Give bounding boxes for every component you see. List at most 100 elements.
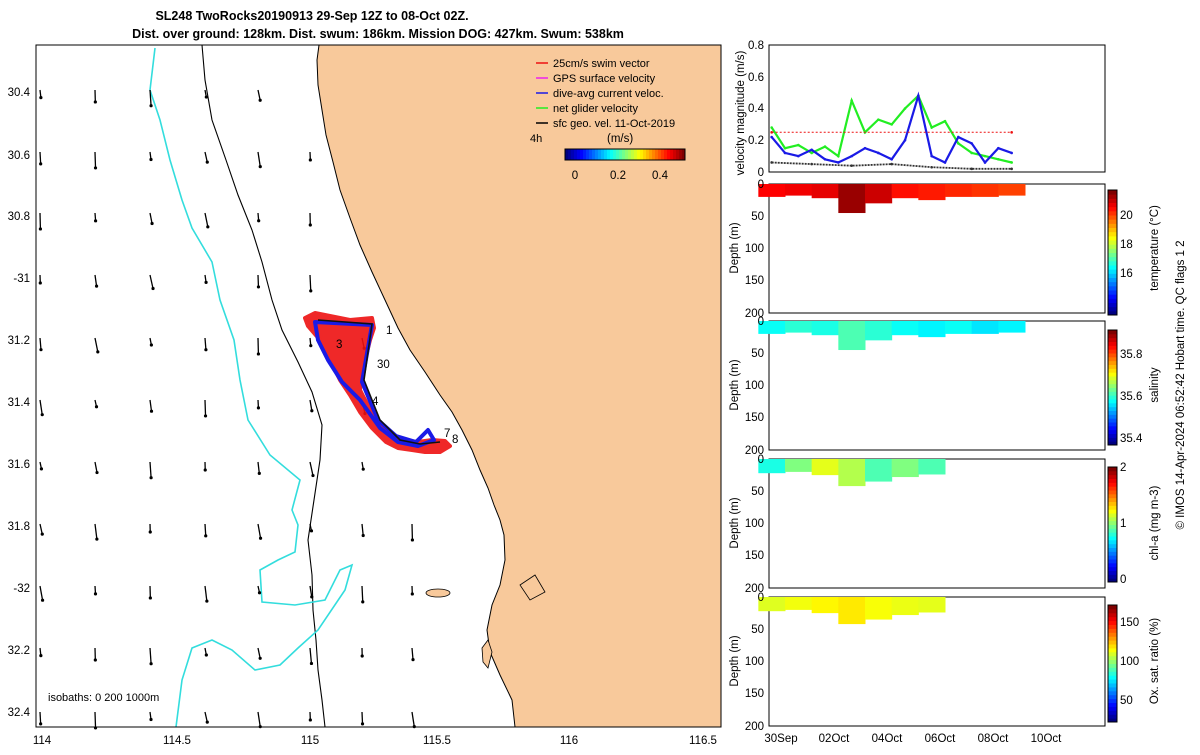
- salinity-panel: 0 50 100 150 200 Depth (m) 35.8 35.6 35.…: [729, 316, 1161, 457]
- geo-arrow: [40, 152, 41, 164]
- colorbar-segment: [1108, 286, 1117, 291]
- oxygen-ylabel: Depth (m): [729, 635, 741, 686]
- data-point: [904, 107, 907, 110]
- section-cell: [945, 321, 972, 334]
- legend-gps-label: GPS surface velocity: [553, 73, 656, 85]
- oxy-cbar-tick: 50: [1120, 695, 1133, 707]
- colorbar-segment: [1108, 273, 1117, 278]
- geo-arrow-head: [41, 413, 44, 416]
- depth-tick: 50: [751, 348, 764, 360]
- geo-arrow-head: [204, 468, 207, 471]
- data-point: [770, 136, 773, 139]
- colorbar-segment: [1108, 691, 1117, 695]
- geo-arrow-head: [257, 352, 260, 355]
- legend-dive-avg: dive-avg current veloc.: [536, 88, 664, 100]
- day-label-30: 30: [377, 359, 390, 371]
- data-point: [1010, 168, 1013, 171]
- colorbar-segment: [1108, 248, 1117, 253]
- lat-tick: -32: [13, 583, 30, 595]
- geo-arrow-head: [411, 538, 414, 541]
- map-cbar-segment: [577, 149, 581, 160]
- colorbar-segment: [1108, 338, 1117, 342]
- colorbar-segment: [1108, 559, 1117, 563]
- colorbar-segment: [1108, 395, 1117, 399]
- map-cbar-segment: [643, 149, 647, 160]
- section-cell: [785, 321, 812, 333]
- data-point: [970, 168, 973, 171]
- map-cbar-segment: [598, 149, 602, 160]
- geo-arrow-head: [309, 223, 312, 226]
- colorbar-segment: [1108, 640, 1117, 644]
- colorbar-segment: [1108, 505, 1117, 509]
- map-cbar-segment: [646, 149, 650, 160]
- time-series-panels: 0 0.2 0.4 0.6 0.8 velocity magnitude (m/…: [729, 40, 1187, 745]
- vel-ytick: 0.8: [748, 40, 764, 52]
- geo-arrow-head: [39, 654, 42, 657]
- title-line-1: SL248 TwoRocks20190913 29-Sep 12Z to 08-…: [155, 9, 468, 23]
- time-tick: 02Oct: [819, 733, 850, 745]
- lat-tick: 31.2: [8, 335, 30, 347]
- map-cbar-segment: [673, 149, 677, 160]
- geo-arrow-head: [39, 281, 42, 284]
- colorbar-segment: [1108, 223, 1117, 228]
- colorbar-segment: [1108, 190, 1117, 195]
- legend-gps: GPS surface velocity: [536, 73, 656, 85]
- data-point: [970, 152, 973, 155]
- sal-cbar-tick: 35.8: [1120, 349, 1142, 361]
- geo-arrow-head: [257, 406, 260, 409]
- geo-arrow: [310, 275, 311, 291]
- velocity-ylabel: velocity magnitude (m/s): [735, 51, 747, 176]
- geo-arrow-head: [39, 722, 42, 725]
- oxygen-clabel: Ox. sat. ratio (%): [1149, 618, 1161, 704]
- geo-arrow-head: [309, 718, 312, 721]
- colorbar-segment: [1108, 482, 1117, 486]
- map-cbar-segment: [601, 149, 605, 160]
- lon-tick: 116: [560, 735, 578, 747]
- data-point: [930, 166, 933, 169]
- geo-arrow: [205, 524, 206, 536]
- colorbar-segment: [1108, 384, 1117, 388]
- geo-arrow-head: [151, 287, 154, 290]
- lat-tick: 31.4: [8, 397, 31, 409]
- colorbar-segment: [1108, 652, 1117, 656]
- geo-arrow-head: [361, 722, 364, 725]
- data-point: [904, 139, 907, 142]
- data-point: [984, 161, 987, 164]
- colorbar-segment: [1108, 486, 1117, 490]
- salinity-axes: [769, 321, 1105, 450]
- colorbar-segment: [1108, 563, 1117, 567]
- geo-arrow-head: [149, 596, 152, 599]
- section-cell: [865, 459, 892, 482]
- map-cbar-segment: [679, 149, 683, 160]
- geo-arrow-head: [204, 414, 207, 417]
- geo-arrow-head: [149, 530, 152, 533]
- data-point: [770, 161, 773, 164]
- time-tick: 04Oct: [872, 733, 903, 745]
- colorbar-segment: [1108, 609, 1117, 613]
- map-cbar-segment: [613, 149, 617, 160]
- time-scale-label: 4h: [530, 133, 542, 145]
- colorbar-segment: [1108, 664, 1117, 668]
- colorbar-segment: [1108, 198, 1117, 203]
- lon-tick: 116.5: [689, 735, 717, 747]
- geo-arrow-head: [39, 162, 42, 165]
- colorbar-segment: [1108, 636, 1117, 640]
- vel-ytick: 0.4: [748, 103, 765, 115]
- geo-arrow-head: [310, 529, 313, 532]
- section-cell: [785, 459, 812, 472]
- colorbar-segment: [1108, 376, 1117, 380]
- geo-arrow-head: [95, 537, 98, 540]
- geo-arrow: [205, 400, 206, 416]
- lon-tick: 114: [33, 735, 52, 747]
- section-cell: [918, 184, 945, 200]
- colorbar-segment: [1108, 628, 1117, 632]
- data-point: [810, 148, 813, 151]
- data-point: [850, 164, 853, 167]
- oxygen-axes: [769, 597, 1105, 726]
- colorbar-segment: [1108, 498, 1117, 502]
- section-cell: [918, 597, 945, 612]
- speed-colorbar: [565, 149, 686, 160]
- map-cbar-segment: [604, 149, 608, 160]
- geo-arrow-head: [150, 222, 153, 225]
- colorbar-segment: [1108, 656, 1117, 660]
